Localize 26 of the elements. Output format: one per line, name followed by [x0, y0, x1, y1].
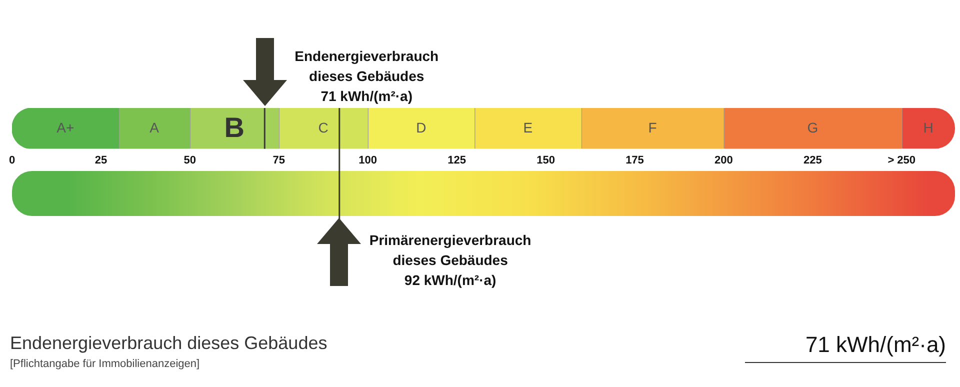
series-label: D — [416, 119, 426, 136]
x-tick-label: 200 — [714, 154, 733, 166]
x-tick-label: > 250 — [888, 154, 916, 166]
text: [Pflichtangabe für Immobilienanzeigen] — [10, 358, 200, 370]
series-label: A — [150, 119, 160, 136]
series-label: B — [224, 112, 245, 144]
ref-line-label: Endenergieverbrauch dieses Gebäudes 71 kWh/(m²·a) — [294, 47, 439, 106]
x-tick-label: 100 — [358, 154, 378, 166]
series-label: F — [648, 119, 657, 136]
x-tick-label: 50 — [184, 154, 196, 166]
series-label: E — [523, 119, 533, 136]
x-tick-label: 75 — [272, 154, 286, 166]
ref-line-label: Primärenergieverbrauch dieses Gebäudes 92 kWh/(m²·a) — [369, 230, 532, 290]
x-tick-label: 25 — [94, 154, 108, 166]
x-tick-label: 175 — [626, 154, 644, 166]
bar — [12, 108, 120, 149]
text: 71 kWh/(m²·a) — [745, 332, 946, 363]
x-tick-label: 125 — [448, 154, 466, 166]
series-label: G — [807, 119, 818, 136]
text: Endenergieverbrauch dieses Gebäudes — [10, 333, 328, 354]
x-tick-label: 225 — [803, 154, 822, 166]
series-label: C — [318, 119, 328, 136]
series-label: H — [923, 119, 934, 136]
x-tick-label: 150 — [536, 154, 555, 166]
x-tick-label: 0 — [8, 154, 16, 166]
series-label: A+ — [56, 119, 74, 136]
